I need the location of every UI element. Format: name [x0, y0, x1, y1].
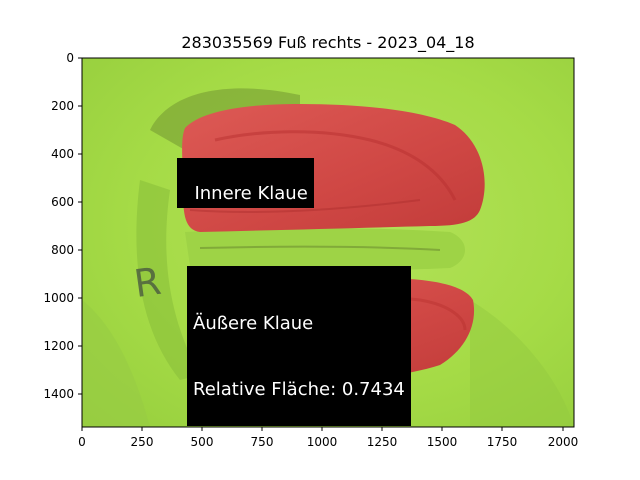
y-axis: 0 200 400 600 800 1000 1200 1400 [43, 51, 82, 401]
y-tick-label: 600 [51, 195, 74, 209]
x-tick-label: 1000 [307, 435, 338, 449]
y-tick-label: 0 [66, 51, 74, 65]
x-tick-label: 0 [78, 435, 86, 449]
x-tick-label: 500 [191, 435, 214, 449]
axes-frame [81, 57, 575, 428]
inner-claw-label-text: Innere Klaue [194, 183, 308, 204]
outer-claw-label: Äußere Klaue Relative Fläche: 0.7434 [187, 266, 411, 426]
x-tick-label: 2000 [548, 435, 579, 449]
x-tick-label: 1750 [487, 435, 518, 449]
plot-title: 283035569 Fuß rechts - 2023_04_18 [181, 33, 475, 52]
y-tick-label: 1000 [43, 291, 74, 305]
inner-claw-label: Innere Klaue [177, 158, 314, 208]
x-tick-label: 1250 [367, 435, 398, 449]
y-tick-label: 400 [51, 147, 74, 161]
y-tick-label: 1400 [43, 387, 74, 401]
y-tick-label: 800 [51, 243, 74, 257]
x-axis: 0 250 500 750 1000 1250 1500 1750 2000 [78, 427, 578, 449]
x-tick-label: 750 [251, 435, 274, 449]
outer-claw-label-area: Relative Fläche: 0.7434 [193, 379, 405, 400]
outer-claw-label-name: Äußere Klaue [193, 313, 314, 334]
svg-text:R: R [131, 259, 163, 306]
y-tick-label: 200 [51, 99, 74, 113]
y-tick-label: 1200 [43, 339, 74, 353]
x-tick-label: 1500 [427, 435, 458, 449]
x-tick-label: 250 [131, 435, 154, 449]
